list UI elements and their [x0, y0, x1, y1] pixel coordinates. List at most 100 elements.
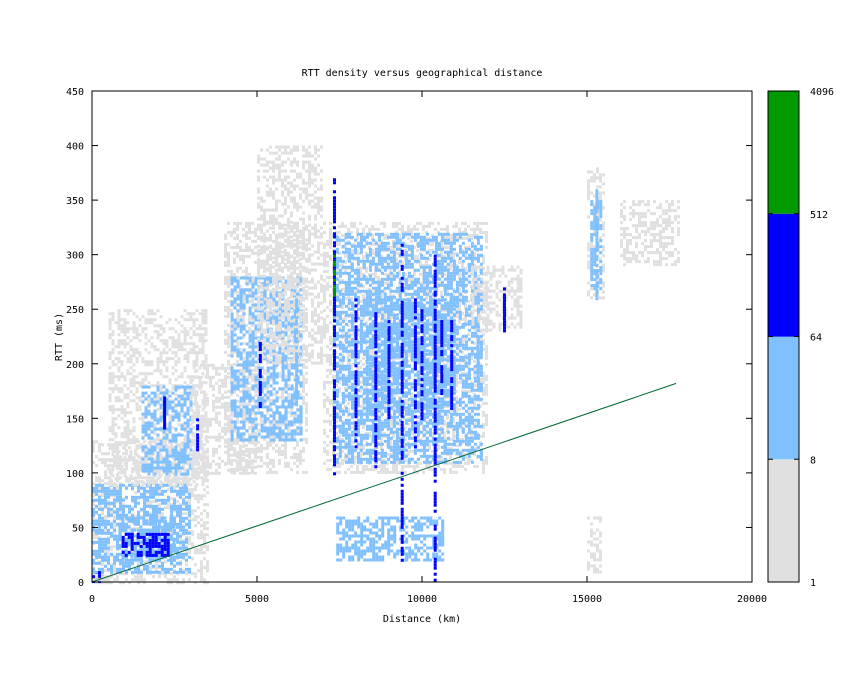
heatmap-cell: [287, 428, 290, 432]
heatmap-cell: [108, 336, 112, 340]
heatmap-cell: [239, 411, 243, 415]
heatmap-cell: [144, 430, 148, 434]
heatmap-cell: [224, 329, 227, 333]
heatmap-cell: [174, 445, 178, 449]
heatmap-cell: [189, 375, 193, 379]
heatmap-cell: [98, 489, 101, 493]
heatmap-cell: [245, 405, 249, 409]
heatmap-cell: [165, 360, 169, 364]
heatmap-cell: [174, 388, 178, 392]
heatmap-cell: [192, 345, 196, 349]
heatmap-cell: [227, 468, 230, 472]
heatmap-cell: [275, 321, 279, 325]
heatmap-cell: [254, 282, 258, 286]
heatmap-cell: [130, 532, 134, 536]
heatmap-cell: [203, 452, 206, 456]
heatmap-cell: [134, 578, 137, 582]
heatmap-cell: [172, 555, 176, 559]
heatmap-cell: [169, 546, 173, 550]
heatmap-cell: [138, 405, 142, 409]
heatmap-cell: [198, 351, 202, 355]
heatmap-cell: [203, 494, 206, 498]
heatmap-cell: [141, 430, 145, 434]
heatmap-cell: [192, 471, 196, 475]
heatmap-cell: [251, 440, 254, 444]
heatmap-cell: [201, 345, 205, 349]
heatmap-cell: [126, 327, 130, 331]
heatmap-cell: [131, 507, 134, 511]
heatmap-cell: [233, 288, 237, 292]
heatmap-cell: [138, 456, 142, 460]
heatmap-cell: [114, 483, 118, 487]
heatmap-cell: [98, 506, 101, 510]
heatmap-cell: [204, 321, 208, 325]
heatmap-cell: [206, 429, 209, 433]
heatmap-cell: [139, 553, 143, 557]
heatmap-cell: [230, 402, 234, 406]
heatmap-cell: [206, 566, 209, 570]
heatmap-cell: [230, 350, 233, 354]
heatmap-cell: [111, 348, 115, 352]
heatmap-cell: [245, 438, 249, 442]
heatmap-cell: [127, 535, 131, 539]
heatmap-cell: [230, 230, 233, 234]
heatmap-cell: [239, 254, 242, 258]
heatmap-cell: [245, 468, 248, 472]
heatmap-cell: [189, 381, 193, 385]
heatmap-cell: [189, 318, 193, 322]
heatmap-cell: [125, 564, 128, 568]
heatmap-cell: [251, 278, 254, 282]
heatmap-cell: [108, 447, 112, 451]
heatmap-cell: [173, 507, 176, 511]
heatmap-cell: [121, 544, 125, 548]
heatmap-cell: [163, 544, 167, 548]
heatmap-cell: [263, 393, 267, 397]
heatmap-cell: [143, 513, 146, 517]
heatmap-cell: [164, 570, 167, 574]
heatmap-cell: [284, 378, 288, 382]
heatmap-cell: [167, 503, 170, 507]
heatmap-cell: [284, 251, 287, 255]
heatmap-cell: [189, 336, 193, 340]
heatmap-cell: [281, 387, 285, 391]
heatmap-cell: [141, 414, 145, 418]
heatmap-cell: [195, 360, 199, 364]
heatmap-cell: [122, 564, 125, 568]
heatmap-cell: [104, 564, 107, 568]
heatmap-cell: [147, 472, 151, 476]
heatmap-cell: [242, 458, 245, 462]
heatmap-cell: [174, 318, 178, 322]
heatmap-cell: [114, 417, 118, 421]
heatmap-cell: [272, 429, 276, 433]
heatmap-cell: [239, 404, 242, 408]
heatmap-cell: [290, 332, 293, 336]
heatmap-cell: [233, 381, 236, 385]
heatmap-cell: [233, 375, 237, 379]
heatmap-cell: [224, 296, 227, 300]
heatmap-cell: [119, 489, 122, 493]
heatmap-cell: [156, 471, 160, 475]
heatmap-cell: [281, 351, 285, 355]
heatmap-cell: [101, 479, 104, 483]
heatmap-cell: [183, 448, 187, 452]
heatmap-cell: [227, 446, 230, 450]
heatmap-cell: [150, 402, 154, 406]
heatmap-cell: [131, 558, 134, 562]
heatmap-cell: [233, 339, 237, 343]
heatmap-cell: [161, 492, 164, 496]
heatmap-cell: [224, 369, 227, 373]
heatmap-cell: [108, 372, 112, 376]
heatmap-cell: [266, 381, 270, 385]
heatmap-cell: [254, 365, 257, 369]
heatmap-cell: [200, 381, 203, 385]
heatmap-cell: [284, 446, 287, 450]
heatmap-cell: [248, 389, 251, 393]
heatmap-cell: [101, 461, 104, 465]
heatmap-cell: [162, 436, 166, 440]
heatmap-cell: [183, 327, 187, 331]
heatmap-cell: [245, 272, 248, 276]
heatmap-cell: [160, 540, 164, 544]
heatmap-cell: [299, 392, 302, 396]
heatmap-cell: [149, 516, 152, 520]
heatmap-cell: [201, 342, 205, 346]
